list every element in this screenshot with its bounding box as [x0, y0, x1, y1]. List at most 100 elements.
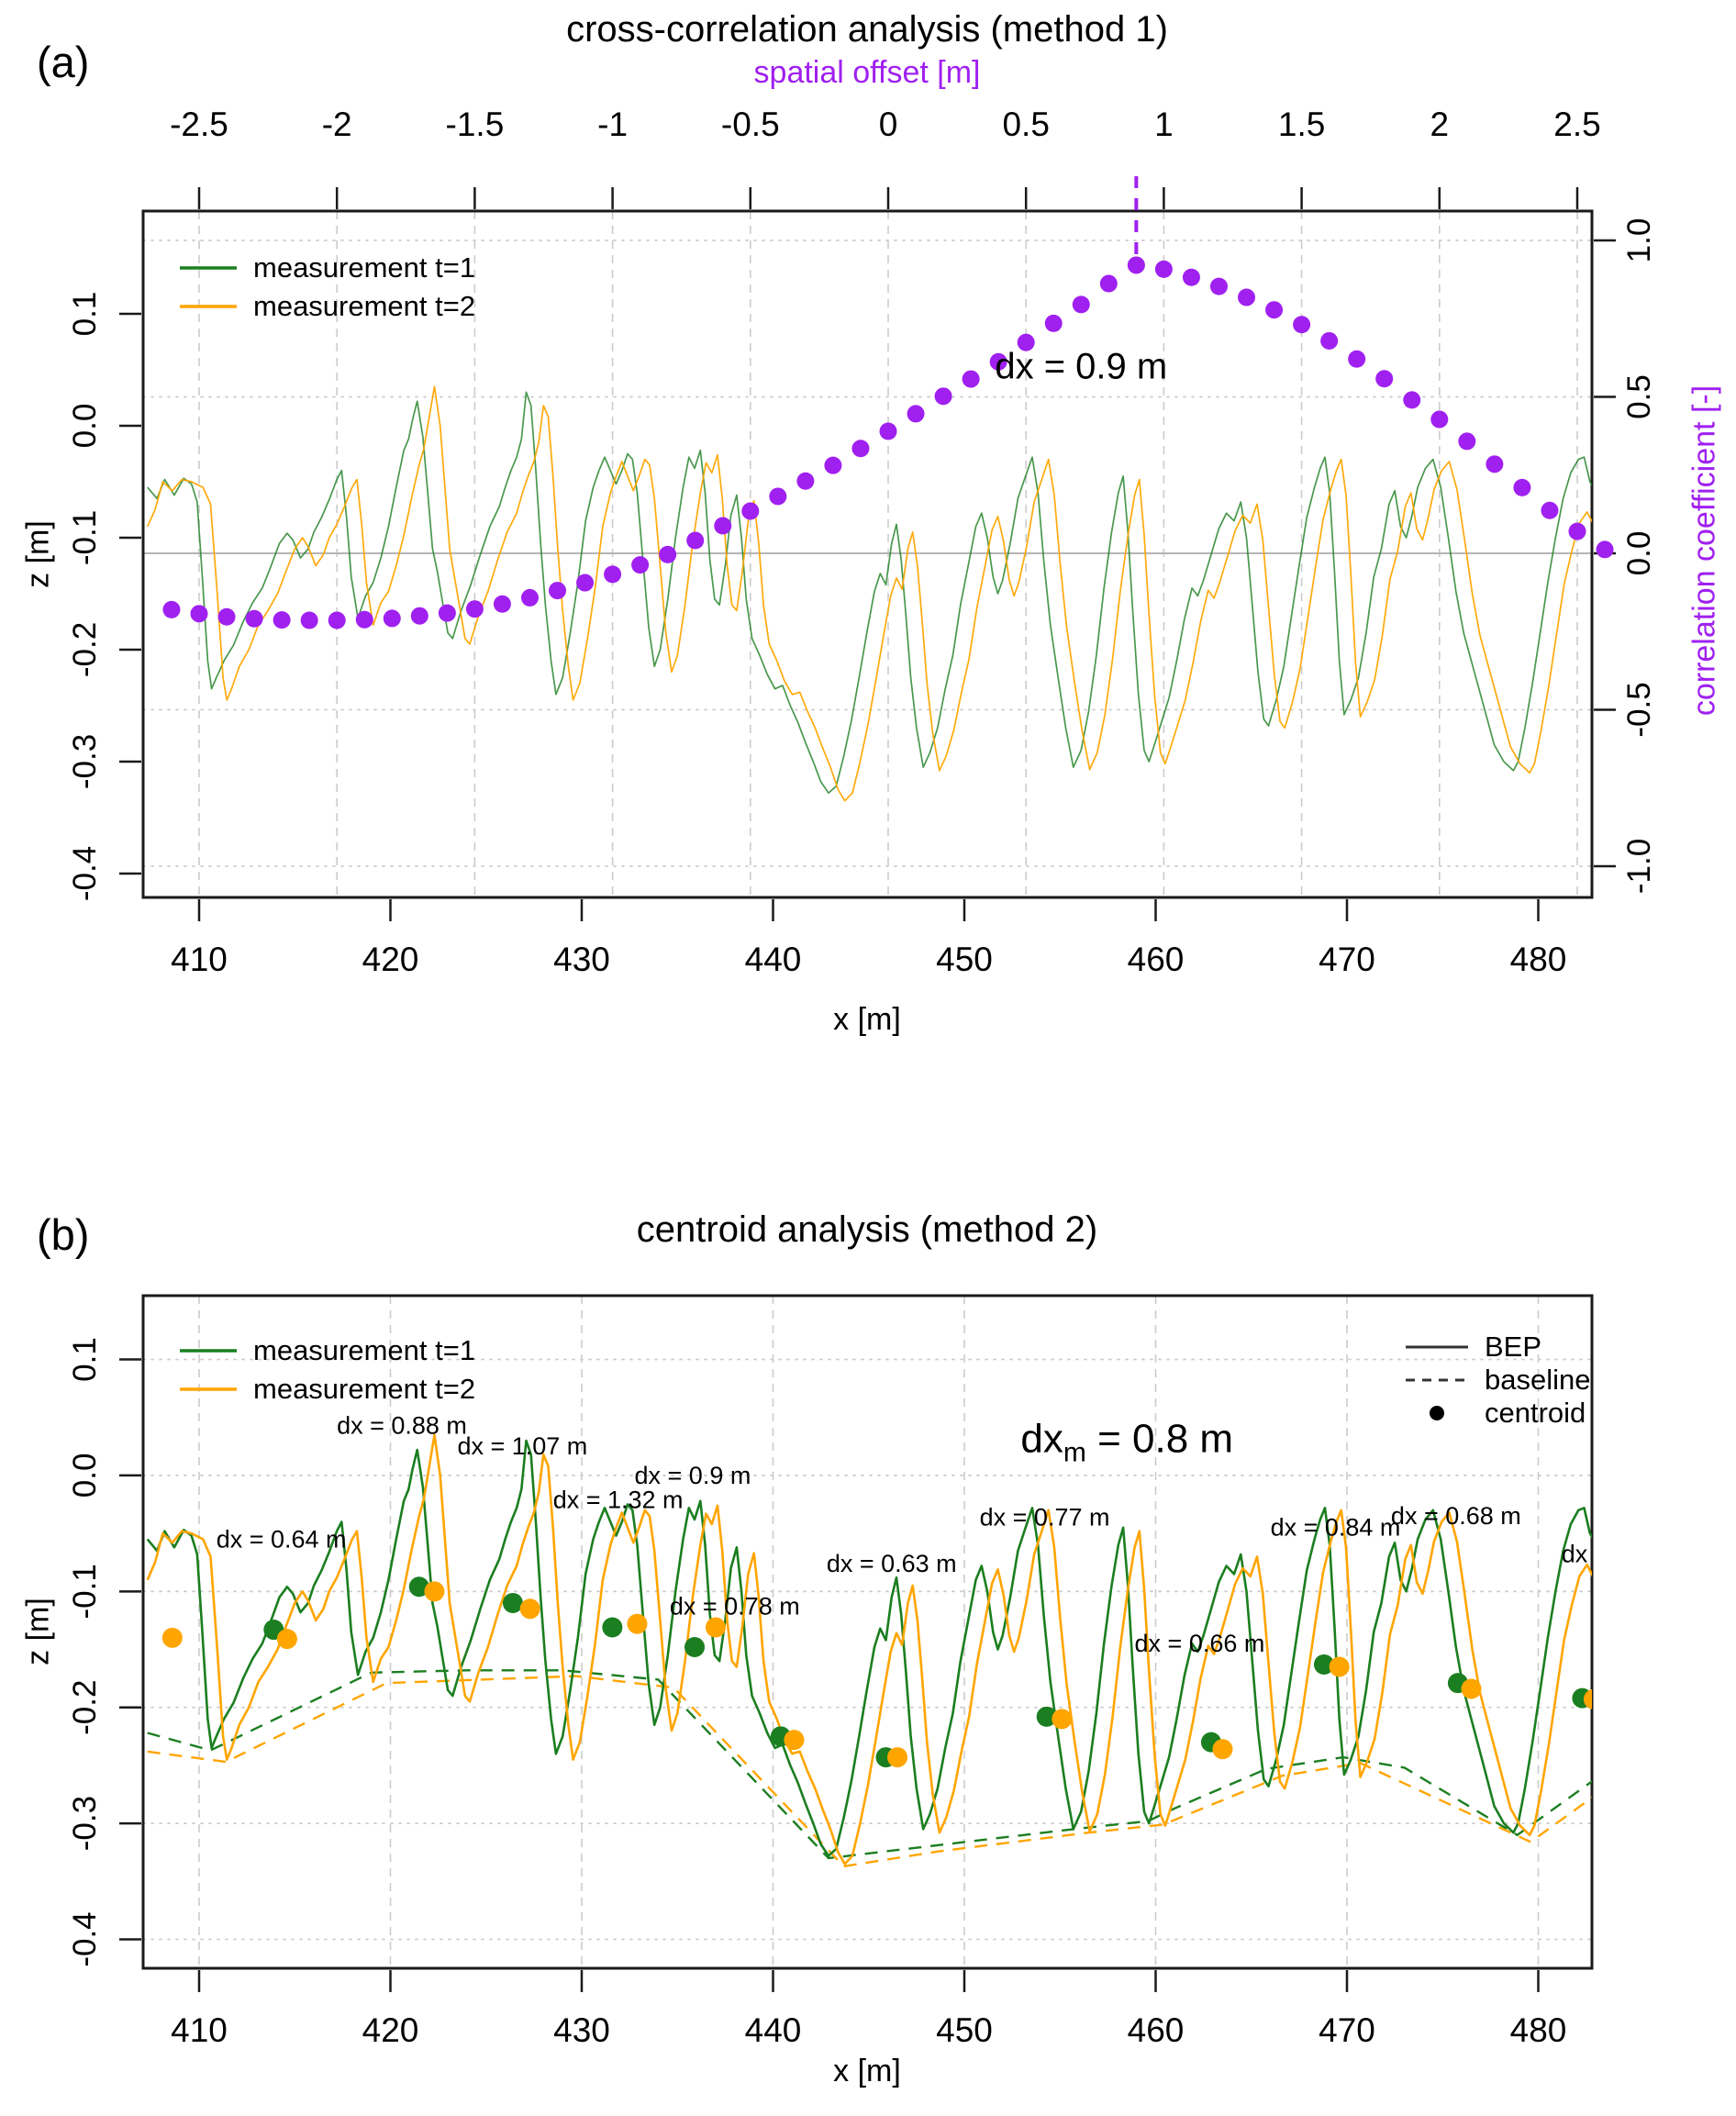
x-axis-tick-label: 480	[1510, 941, 1567, 978]
legend2-label: BEP	[1485, 1331, 1541, 1363]
x-axis-tick-label: 450	[936, 2011, 993, 2049]
correlation-dot	[1099, 274, 1118, 293]
dx-annotation-b: dx = 0.77 m	[980, 1503, 1110, 1531]
correlation-dot	[328, 611, 346, 629]
dx-annotation-b: dx = 1.32 m	[553, 1486, 684, 1513]
correlation-dot	[796, 472, 815, 490]
panel-a-title: cross-correlation analysis (method 1)	[566, 9, 1168, 50]
centroid-t2-dot	[784, 1730, 805, 1751]
correlation-dot	[300, 611, 318, 629]
legend-a-label: measurement t=1	[253, 251, 475, 284]
correlation-dot	[410, 607, 428, 625]
y-axis-tick-label: 0.0	[67, 1453, 103, 1498]
correlation-dot	[1596, 540, 1614, 559]
baseline-t2-line	[147, 1675, 1592, 1868]
panel-b-x-axis-title: x [m]	[833, 2054, 901, 2088]
correlation-dot	[1513, 478, 1531, 496]
panel-b-label: (b)	[37, 1210, 90, 1259]
correlation-dot	[245, 609, 263, 628]
right-axis-tick-label: -1.0	[1621, 839, 1657, 894]
dx-mean-annotation: dxm = 0.8 m	[1020, 1417, 1233, 1468]
dx-annotation-b: dx = N	[1562, 1541, 1634, 1568]
correlation-dot	[383, 609, 401, 628]
panel-b: 410 420 430 440 450 460 470 480 0.1 0.0 -0.1 -0.2 -0…	[67, 1294, 1634, 2049]
correlation-dot	[714, 517, 732, 535]
correlation-dot	[1293, 316, 1311, 334]
correlation-dot	[934, 387, 952, 406]
x-axis-tick-label: 420	[362, 941, 419, 978]
correlation-dot	[659, 545, 677, 563]
correlation-dot	[769, 487, 787, 506]
centroid-t2-dot	[1461, 1678, 1482, 1699]
centroid-t1-dot	[684, 1636, 706, 1657]
legend-b-label: measurement t=1	[253, 1334, 475, 1366]
correlation-dot	[631, 556, 650, 574]
correlation-dot	[686, 531, 705, 550]
dx-annotation-b: dx = 0.9 m	[635, 1462, 751, 1489]
panel-b-title: centroid analysis (method 2)	[636, 1209, 1098, 1250]
top-axis-tick-label: 2.5	[1553, 106, 1600, 143]
correlation-dot	[1348, 350, 1366, 368]
top-axis-tick-label: 2	[1430, 106, 1450, 143]
dx-annotation-b: dx = 0.66 m	[1135, 1630, 1265, 1657]
y-axis-tick-label: 0.1	[67, 1337, 103, 1382]
legend2-label: centroid	[1485, 1397, 1586, 1429]
correlation-dot	[1265, 301, 1284, 319]
dx-annotation-b: dx = 0.68 m	[1391, 1502, 1521, 1530]
panel-a: -2.5 -2 -1.5 -1 -0.5 0 0.5 1 1.5 2 2.5 410 420 430 440…	[67, 106, 1657, 978]
centroid-t2-dot	[887, 1747, 908, 1768]
correlation-dot	[1403, 391, 1421, 409]
correlation-dot	[1568, 522, 1586, 540]
x-axis-tick-label: 480	[1510, 2011, 1567, 2049]
x-axis-tick-label: 430	[553, 941, 610, 978]
x-axis-tick-label: 450	[936, 941, 993, 978]
correlation-dot	[576, 574, 595, 592]
x-axis-tick-label: 410	[171, 2011, 228, 2049]
dx-annotation-b: dx = 1.07 m	[457, 1432, 587, 1460]
dx-annotation-b: dx = 0.63 m	[827, 1550, 957, 1577]
top-axis-tick-label: -1.5	[446, 106, 505, 143]
top-axis-tick-label: -1	[597, 106, 628, 143]
y-axis-tick-label: -0.3	[67, 1796, 103, 1851]
centroid-t1-dot	[1313, 1654, 1334, 1675]
top-axis-tick-label: 0.5	[1002, 106, 1049, 143]
correlation-dot	[1044, 314, 1063, 332]
correlation-dot	[1238, 288, 1256, 306]
correlation-dot	[1375, 370, 1394, 388]
y-axis-tick-label: -0.2	[67, 622, 103, 677]
panel-b-curves: dx = 0.64 m dx = 0.88 mdx = 1.07 m dx = 1.…	[146, 1411, 1634, 1868]
centroid-t2-dot	[1329, 1656, 1350, 1677]
x-axis-tick-label: 440	[745, 941, 802, 978]
centroid-t2-dot	[1052, 1709, 1073, 1730]
correlation-dot	[465, 600, 484, 618]
x-axis-tick-label: 460	[1128, 941, 1185, 978]
y-axis-tick-label: -0.2	[67, 1680, 103, 1735]
correlation-dot	[604, 565, 622, 584]
correlation-dot	[273, 611, 291, 629]
y-axis-tick-label: 0.1	[67, 292, 103, 337]
y-axis-tick-label: -0.1	[67, 1564, 103, 1619]
x-axis-tick-label: 410	[171, 941, 228, 978]
x-axis-tick-label: 430	[553, 2011, 610, 2049]
profile-t1-line	[146, 1439, 1592, 1857]
x-axis-tick-label: 440	[745, 2011, 802, 2049]
correlation-dot	[520, 588, 539, 607]
plot-box-a	[141, 209, 1594, 899]
correlation-dot	[217, 607, 236, 626]
panel-a-top-axis-title: spatial offset [m]	[753, 55, 981, 90]
correlation-dot	[1320, 331, 1339, 350]
correlation-dot	[1182, 268, 1200, 286]
panel-a-label: (a)	[37, 38, 90, 86]
dx-annotation-a: dx = 0.9 m	[995, 346, 1167, 386]
correlation-dot	[438, 604, 456, 622]
centroid-t1-dot	[602, 1617, 623, 1638]
legend-a-label: measurement t=2	[253, 290, 475, 322]
correlation-dot	[1541, 501, 1559, 519]
correlation-dot	[355, 610, 373, 629]
correlation-dot	[879, 422, 897, 440]
right-axis-tick-label: -0.5	[1621, 682, 1657, 737]
correlation-dot	[549, 582, 567, 600]
top-axis-tick-label: 1.5	[1278, 106, 1325, 143]
